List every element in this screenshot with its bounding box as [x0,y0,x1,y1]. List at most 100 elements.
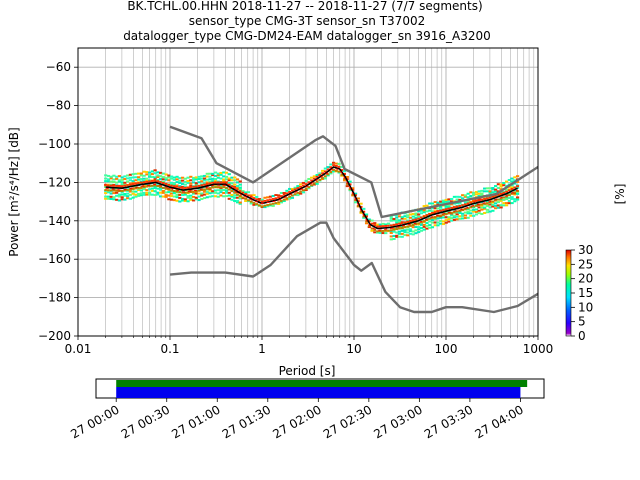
mode-line [105,167,518,231]
density-cell [494,185,498,188]
density-cell [255,203,259,206]
density-cell [326,174,330,177]
density-cell [444,205,448,208]
x-tick-label: 10 [346,342,361,356]
density-cell [216,181,220,184]
density-cell [106,197,111,200]
density-cell [161,172,165,175]
density-cell [406,219,410,222]
density-cell [414,232,418,235]
density-cell [466,210,470,213]
density-cell [134,190,138,193]
density-cell [387,224,390,227]
density-cell [499,188,503,191]
density-cell [202,177,207,180]
density-cell [466,192,470,195]
density-cell [194,185,198,188]
density-cell [211,190,215,193]
density-cell [282,200,286,203]
density-cell [134,176,138,179]
density-cell [381,229,385,232]
density-cell [340,173,344,176]
density-cell [180,176,185,179]
density-cell [123,189,127,192]
density-cell [513,182,517,185]
density-cell [216,174,220,177]
density-cell [202,182,207,185]
title-line-1: BK.TCHL.00.HHN 2018-11-27 -- 2018-11-27 … [127,0,482,13]
density-cell [260,200,264,203]
density-cell [288,187,292,190]
density-cell [213,195,218,198]
density-cell [200,177,204,180]
density-cell [208,180,212,183]
density-cell [208,175,212,178]
density-cell [139,189,143,192]
density-cell [145,173,149,176]
density-cell [447,205,451,208]
density-cell [156,171,160,174]
density-cell [326,173,330,176]
density-cell [362,216,366,219]
density-cell [375,231,380,234]
density-cell [137,176,141,179]
density-cell [189,175,193,178]
density-cell [172,195,176,198]
density-cell [296,194,300,197]
density-cell [205,191,209,194]
density-cell [175,178,179,181]
density-cell [230,198,234,201]
density-cell [334,169,338,172]
density-cell [329,172,333,175]
density-cell [367,226,371,229]
density-cell [395,231,399,234]
density-cell [128,197,133,200]
density-cell [117,180,122,183]
density-cell [365,215,368,218]
density-cell [375,223,380,226]
density-cell [153,184,157,187]
density-cell [398,222,401,225]
density-cell [104,192,108,195]
density-cell [496,186,500,189]
density-cell [175,199,179,202]
density-cell [513,186,517,189]
density-cell [337,165,341,168]
density-cell [117,199,122,202]
density-cell [112,178,116,181]
density-cell [104,197,108,200]
density-cell [510,187,514,190]
density-cell [213,171,218,174]
density-cell [474,193,479,196]
density-cell [499,206,503,209]
colorbar-tick-label: 5 [578,315,586,329]
density-cell [159,181,163,184]
density-cell [453,206,456,209]
density-cell [444,219,448,222]
density-cell [123,181,127,184]
density-cell [312,177,316,180]
density-cell [452,202,457,205]
density-cell [191,192,196,195]
density-cell [156,191,160,194]
density-cell [224,171,229,174]
density-cell [279,201,284,204]
density-cell [112,192,116,195]
density-cell [439,219,443,222]
density-cell [293,193,297,196]
density-cell [356,204,360,207]
density-cell [186,186,190,189]
density-cell [161,191,165,194]
density-cell [164,173,168,176]
density-cell [442,208,445,211]
density-cell [342,179,347,182]
density-cell [142,191,146,194]
density-cell [290,187,295,190]
density-cell [189,184,193,187]
density-cell [213,189,218,192]
density-cell [373,231,377,234]
density-cell [463,194,468,197]
density-cell [485,187,489,190]
density-cell [480,198,484,201]
